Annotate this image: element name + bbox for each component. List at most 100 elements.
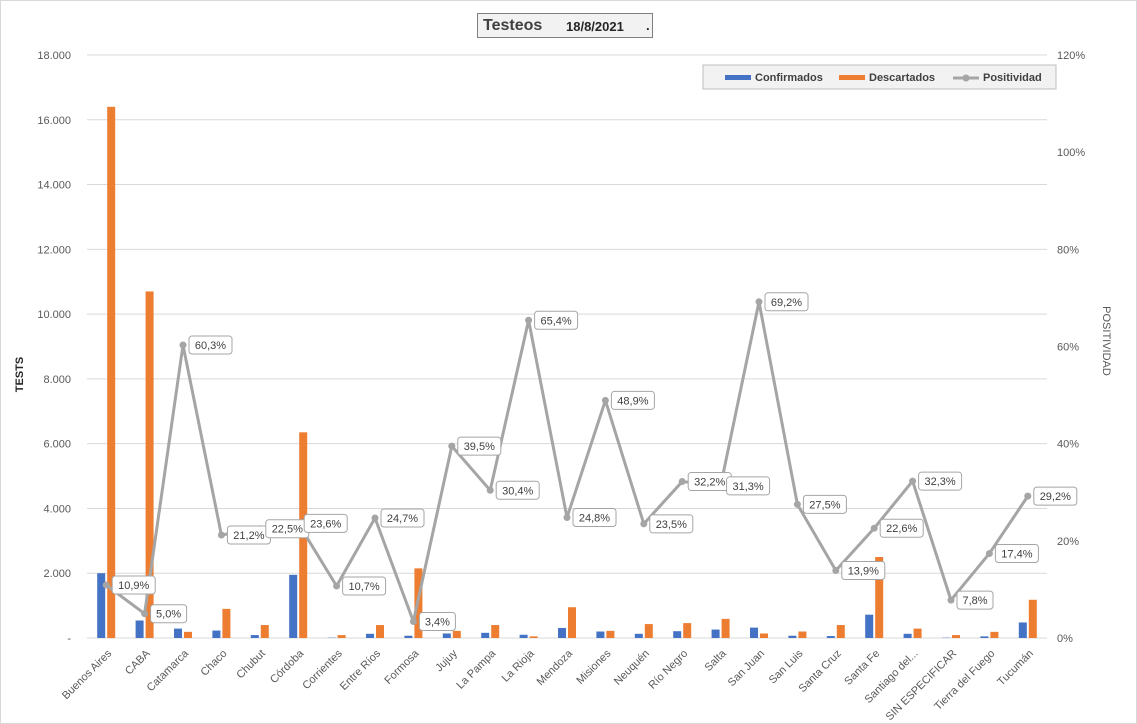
chart-title-dot: . [646,18,650,33]
data-label-positividad: 10,7% [348,581,379,593]
bar-descartados [836,625,845,638]
point-positividad [448,442,456,450]
bar-descartados [875,557,884,638]
x-tick-label: Salta [703,647,730,674]
bar-descartados [184,631,192,638]
point-positividad [678,478,686,486]
data-label-positividad: 23,6% [310,518,341,530]
x-tick-label: Formosa [382,647,422,687]
bar-descartados [990,631,999,638]
bar-confirmados [788,635,797,638]
data-label-positividad: 17,4% [1001,548,1032,560]
y-right-axis-title: POSITIVIDAD [1100,306,1112,376]
x-tick-label: Santa Fe [842,648,882,688]
x-tick-label: SIN ESPECIFICAR [884,648,960,723]
x-tick-label: Córdoba [268,647,307,686]
bar-descartados [568,607,576,638]
bar-confirmados [903,633,912,638]
bar-descartados [145,291,154,638]
legend-label-positividad: Positividad [983,72,1042,84]
y-left-axis-title: TESTS [14,357,26,392]
data-label-box [610,390,655,410]
y-left-tick-label: 8.000 [43,374,71,386]
bar-confirmados [289,574,298,638]
x-tick-label: Entre Ríos [338,647,384,693]
bar-confirmados [404,635,413,638]
data-label-box [342,576,387,596]
data-label-box [418,611,456,631]
point-positividad [179,341,187,349]
data-label-positividad: 21,2% [233,530,264,542]
data-label-box [802,494,847,514]
data-label-box [457,436,502,456]
bar-descartados [760,633,768,638]
legend-label-confirmados: Confirmados [755,72,823,84]
bar-confirmados [212,630,221,638]
point-positividad [870,524,878,532]
y-left-tick-label: 12.000 [37,244,71,256]
bar-confirmados [826,636,835,638]
bar-confirmados [865,614,874,638]
bar-confirmados [519,634,528,638]
x-tick-label: Neuquén [612,648,652,688]
data-label-box [841,560,886,580]
bar-confirmados [596,631,605,638]
bar-descartados [337,635,346,638]
y-right-tick-label: 80% [1057,244,1079,256]
y-left-tick-label: - [67,633,71,645]
data-label-box [764,292,809,312]
data-label-box [918,471,963,491]
y-right-tick-label: 0% [1057,633,1073,645]
point-positividad [102,581,110,589]
point-positividad [947,596,955,604]
x-tick-label: Jujuy [433,647,460,674]
data-label-positividad: 23,5% [656,519,687,531]
data-label-positividad: 3,4% [425,616,450,628]
bar-descartados [260,625,269,638]
data-label-box [111,575,156,595]
bar-descartados [376,625,384,638]
data-label-box [572,508,617,528]
chart-date: 18/8/2021 [566,19,624,34]
x-tick-label: Chaco [199,648,230,679]
data-label-positividad: 60,3% [195,340,226,352]
bar-confirmados [634,633,643,638]
point-positividad [333,582,341,590]
data-label-positividad: 5,0% [156,609,181,621]
data-label-positividad: 24,7% [387,513,418,525]
data-label-box [150,604,188,624]
bar-confirmados [366,633,374,638]
data-label-positividad: 7,8% [962,595,987,607]
y-left-tick-label: 4.000 [43,503,71,515]
x-tick-label: Tucumán [995,648,1036,689]
point-positividad [832,566,840,574]
bar-confirmados [673,631,682,638]
data-label-box [994,543,1039,563]
data-label-positividad: 22,6% [886,523,917,535]
y-right-tick-label: 60% [1057,342,1079,354]
legend-swatch-confirmados [725,75,751,80]
x-tick-label: San Luis [767,647,806,686]
data-label-positividad: 24,8% [579,513,610,525]
point-positividad [525,316,533,324]
point-positividad [217,531,225,539]
data-label-positividad: 30,4% [502,485,533,497]
bar-descartados [952,635,960,638]
x-tick-label: Misiones [574,647,614,687]
y-left-tick-label: 14.000 [37,180,71,192]
x-tick-label: La Pampa [454,647,499,692]
legend-swatch-descartados [839,75,865,80]
y-right-tick-label: 20% [1057,536,1079,548]
bar-descartados [1028,599,1037,638]
bar-descartados [222,608,231,638]
data-label-positividad: 32,3% [924,476,955,488]
point-positividad [601,396,609,404]
bar-descartados [452,630,461,638]
x-tick-label: Buenos Aires [60,647,115,702]
data-label-positividad: 29,2% [1040,491,1071,503]
legend-box [702,64,1057,90]
x-tick-label: Catamarca [145,647,192,694]
data-label-positividad: 13,9% [848,565,879,577]
